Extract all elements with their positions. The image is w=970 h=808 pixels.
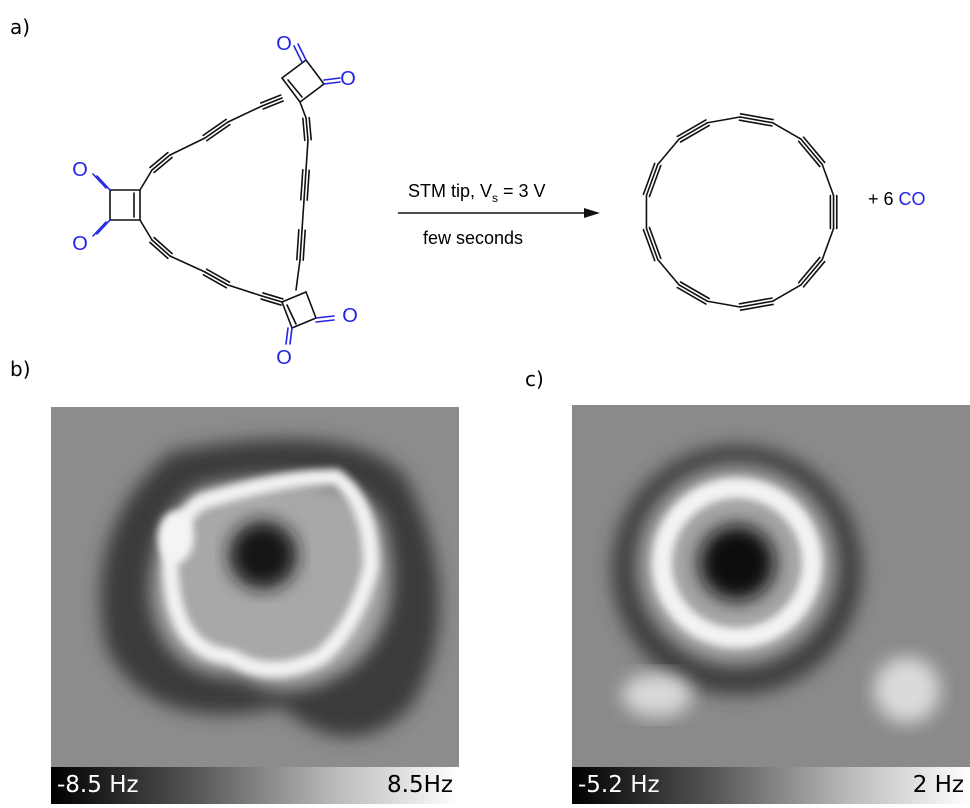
arrow-top-text: STM tip, Vs = 3 V [408, 181, 546, 205]
afm-image-c [572, 405, 970, 767]
reaction-scheme: O O O O O O STM tip, Vs = 3 V few seconds + 6… [72, 33, 926, 369]
oxygen-atom: O [340, 68, 356, 90]
oxygen-atom: O [72, 233, 88, 255]
afm-image-b [51, 407, 459, 767]
panel-b-label: b) [10, 357, 31, 381]
panel-a-label: a) [10, 15, 31, 39]
product-molecule [642, 113, 838, 311]
oxygen-atom: O [72, 159, 88, 181]
colorbar-c-max: 2 Hz [912, 772, 964, 798]
arrow-bottom-text: few seconds [423, 228, 523, 248]
oxygen-atoms: O O O O O O [72, 33, 358, 369]
colorbar-c: -5.2 Hz 2 Hz [572, 767, 970, 804]
byproduct-co: CO [899, 189, 926, 209]
colorbar-b-max: 8.5Hz [387, 772, 453, 798]
oxygen-atom: O [342, 305, 358, 327]
reactant-molecule [92, 43, 341, 345]
colorbar-b: -8.5 Hz 8.5Hz [51, 767, 459, 804]
byproduct-text: + 6 CO [868, 189, 926, 209]
colorbar-b-min: -8.5 Hz [57, 772, 139, 798]
oxygen-atom: O [276, 33, 292, 55]
arrow-head-icon [584, 208, 600, 218]
oxygen-atom: O [276, 347, 292, 369]
panel-c-label: c) [525, 367, 544, 391]
colorbar-c-min: -5.2 Hz [578, 772, 660, 798]
